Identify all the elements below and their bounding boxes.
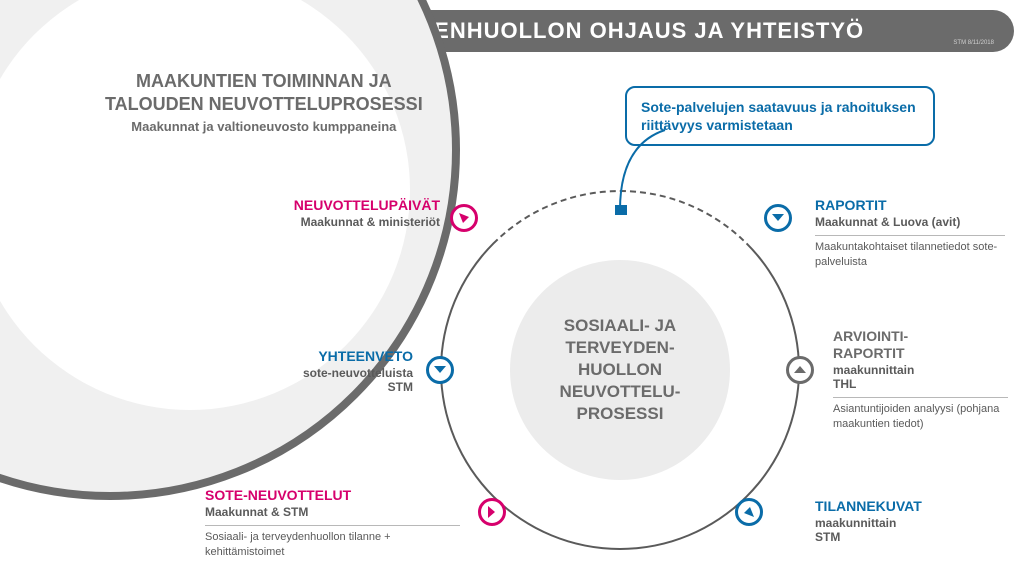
label-desc-raportit: Maakuntakohtaiset tilannetiedot sote-pal… bbox=[815, 235, 1005, 270]
label-title-sote_neuvottelut: SOTE-NEUVOTTELUT bbox=[205, 487, 460, 504]
label-sub-tilannekuvat: maakunnittainSTM bbox=[815, 516, 995, 545]
callout-tail bbox=[615, 125, 675, 215]
label-yhteenveto: YHTEENVETOsote-neuvotteluistaSTM bbox=[228, 348, 413, 395]
marker-yhteenveto bbox=[426, 356, 454, 384]
label-sub-arviointiraportit: maakunnittainTHL bbox=[833, 363, 1008, 392]
process-inner: SOSIAALI- JA TERVEYDEN- HUOLLON NEUVOTTE… bbox=[510, 260, 730, 480]
label-title-neuvottelupaivat: NEUVOTTELUPÄIVÄT bbox=[200, 197, 440, 214]
marker-sote_neuvottelut bbox=[478, 498, 506, 526]
label-title-raportit: RAPORTIT bbox=[815, 197, 1005, 214]
label-desc-arviointiraportit: Asiantuntijoiden analyysi (pohjana maaku… bbox=[833, 397, 1008, 432]
label-sub-yhteenveto: sote-neuvotteluistaSTM bbox=[228, 366, 413, 395]
left-arc-subtitle: Maakunnat ja valtioneuvosto kumppaneina bbox=[105, 119, 423, 134]
label-title-tilannekuvat: TILANNEKUVAT bbox=[815, 498, 995, 515]
label-raportit: RAPORTITMaakunnat & Luova (avit) Maakunta… bbox=[815, 197, 1005, 270]
left-arc-title: MAAKUNTIEN TOIMINNAN JA TALOUDEN NEUVOTT… bbox=[105, 70, 423, 115]
label-sote_neuvottelut: SOTE-NEUVOTTELUTMaakunnat & STM Sosiaali-… bbox=[205, 487, 460, 560]
marker-tilannekuvat bbox=[735, 498, 763, 526]
label-sub-raportit: Maakunnat & Luova (avit) bbox=[815, 215, 1005, 229]
label-neuvottelupaivat: NEUVOTTELUPÄIVÄTMaakunnat & ministeriöt bbox=[200, 197, 440, 229]
label-desc-sote_neuvottelut: Sosiaali- ja terveydenhuollon tilanne + … bbox=[205, 525, 460, 560]
label-sub-neuvottelupaivat: Maakunnat & ministeriöt bbox=[200, 215, 440, 229]
process-inner-text: SOSIAALI- JA TERVEYDEN- HUOLLON NEUVOTTE… bbox=[560, 315, 681, 425]
label-arviointiraportit: ARVIOINTI-RAPORTITmaakunnittainTHL Asiant… bbox=[833, 328, 1008, 432]
label-title-arviointiraportit: ARVIOINTI-RAPORTIT bbox=[833, 328, 1008, 362]
left-arc-text: MAAKUNTIEN TOIMINNAN JA TALOUDEN NEUVOTT… bbox=[105, 70, 423, 134]
label-title-yhteenveto: YHTEENVETO bbox=[228, 348, 413, 365]
marker-raportit bbox=[764, 204, 792, 232]
callout-text: Sote-palvelujen saatavuus ja rahoituksen… bbox=[641, 98, 919, 134]
marker-arviointiraportit bbox=[786, 356, 814, 384]
label-sub-sote_neuvottelut: Maakunnat & STM bbox=[205, 505, 460, 519]
marker-neuvottelupaivat bbox=[450, 204, 478, 232]
header-stamp: STM 8/11/2018 bbox=[953, 40, 994, 46]
label-tilannekuvat: TILANNEKUVATmaakunnittainSTM bbox=[815, 498, 995, 545]
